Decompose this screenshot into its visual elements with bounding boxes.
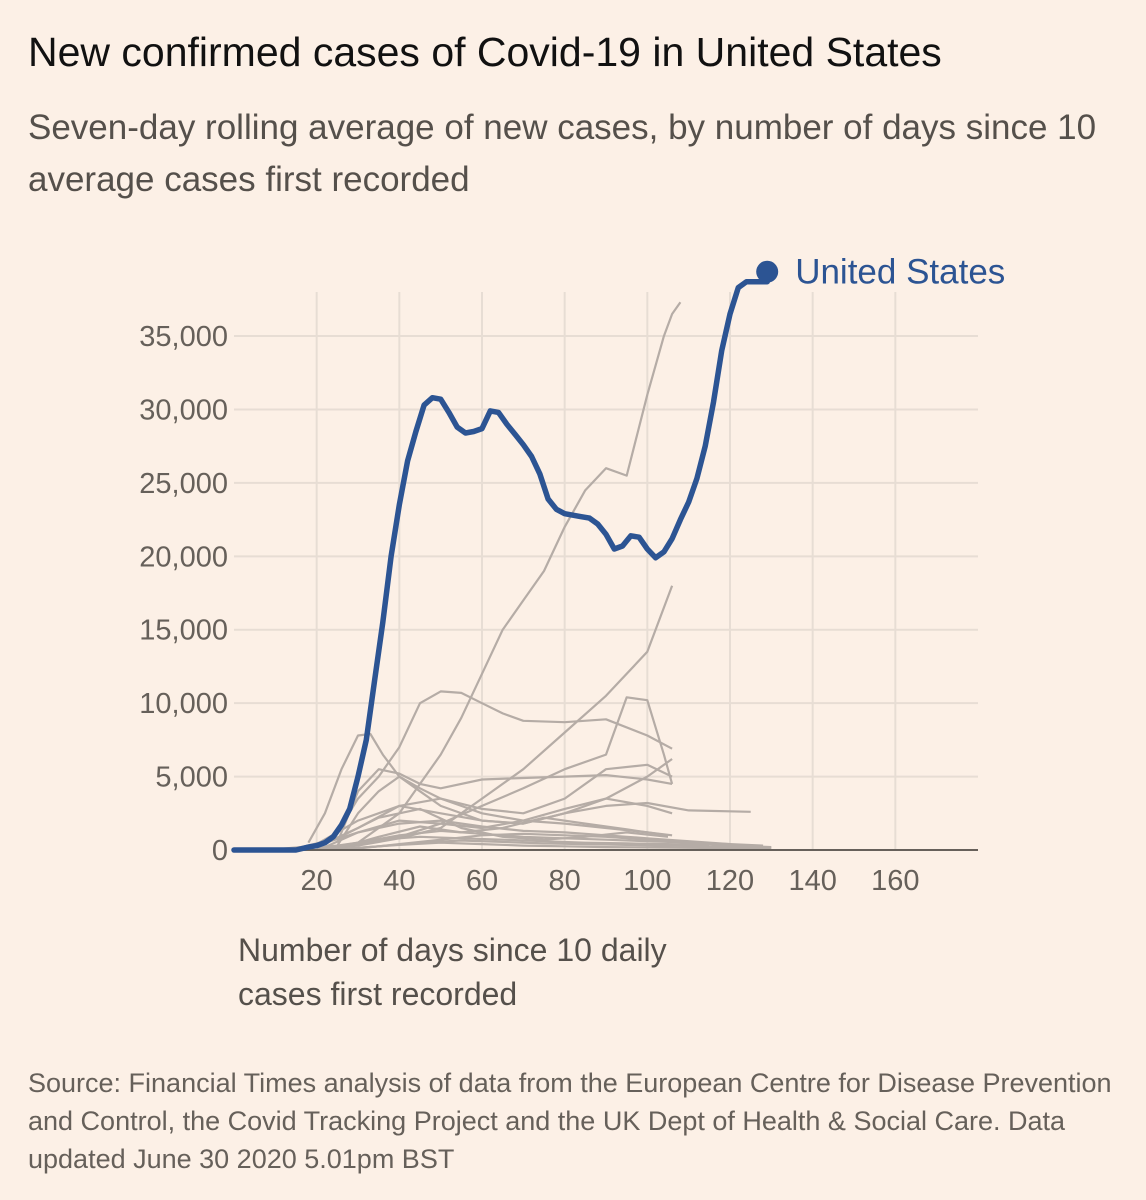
- series-label-united-states: United States: [795, 253, 1005, 292]
- country-line: [336, 758, 673, 847]
- gridlines: [234, 292, 978, 850]
- y-tick-label: 25,000: [139, 468, 228, 500]
- background-country-lines: [275, 301, 772, 851]
- x-tick-label: 60: [466, 865, 498, 897]
- y-tick-label: 35,000: [139, 321, 228, 353]
- country-line: [357, 301, 682, 844]
- country-line: [295, 835, 710, 851]
- country-line: [324, 797, 673, 849]
- country-line: [316, 690, 673, 848]
- y-tick-label: 5,000: [155, 762, 228, 794]
- x-tick-label: 160: [871, 865, 919, 897]
- country-line: [337, 816, 669, 850]
- x-tick-label: 40: [383, 865, 415, 897]
- y-tick-label: 15,000: [139, 615, 228, 647]
- line-chart: 0 5,000 10,000 15,000 20,000 25,000 30,000 35,0…: [139, 253, 1005, 897]
- united-states-endpoint: [756, 260, 779, 283]
- chart-title: New confirmed cases of Covid-19 in Unite…: [28, 29, 942, 75]
- highlight-series: United States: [231, 253, 1005, 853]
- country-line: [336, 768, 673, 844]
- chart-subtitle: Seven-day rolling average of new cases, …: [28, 108, 1097, 199]
- x-tick-label: 100: [623, 865, 671, 897]
- y-tick-label: 20,000: [139, 541, 228, 573]
- x-tick-label: 20: [301, 865, 333, 897]
- united-states-line: [231, 278, 770, 853]
- country-line: [307, 732, 673, 844]
- x-tick-label: 140: [788, 865, 836, 897]
- country-line: [316, 585, 674, 850]
- x-tick-label: 120: [706, 865, 754, 897]
- y-tick-label: 0: [212, 835, 228, 867]
- country-line: [316, 763, 673, 846]
- x-axis-label: Number of days since 10 daily cases firs…: [238, 932, 667, 1012]
- y-tick-label: 30,000: [139, 394, 228, 426]
- country-line: [337, 839, 751, 851]
- source-note: Source: Financial Times analysis of data…: [28, 1068, 1112, 1174]
- y-tick-label: 10,000: [139, 688, 228, 720]
- country-line: [357, 832, 772, 850]
- axes: 0 5,000 10,000 15,000 20,000 25,000 30,000 35,0…: [139, 321, 978, 897]
- x-tick-label: 80: [549, 865, 581, 897]
